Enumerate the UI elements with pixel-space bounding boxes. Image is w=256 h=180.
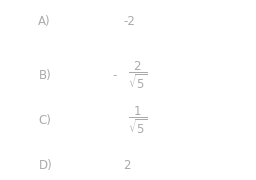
Text: B): B) — [38, 69, 51, 82]
Text: C): C) — [38, 114, 51, 127]
Text: -2: -2 — [123, 15, 135, 28]
Text: -: - — [113, 69, 117, 82]
Text: $\dfrac{2}{\sqrt{5}}$: $\dfrac{2}{\sqrt{5}}$ — [128, 60, 147, 91]
Text: D): D) — [38, 159, 52, 172]
Text: A): A) — [38, 15, 51, 28]
Text: $\dfrac{1}{\sqrt{5}}$: $\dfrac{1}{\sqrt{5}}$ — [128, 105, 147, 136]
Text: 2: 2 — [123, 159, 130, 172]
